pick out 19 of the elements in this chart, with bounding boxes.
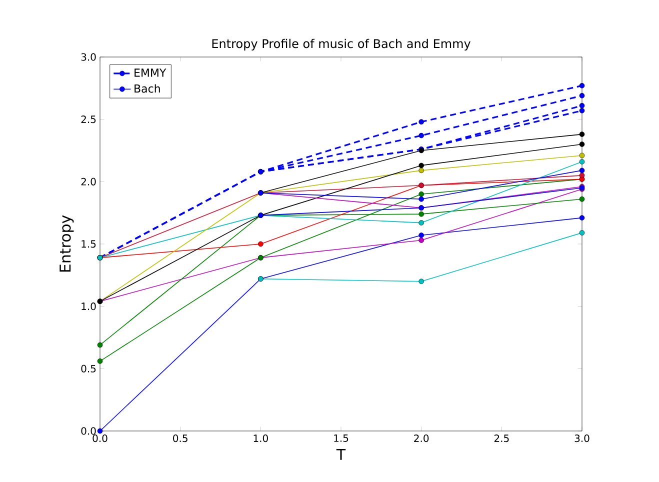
x-tick-label: 3.0 bbox=[574, 434, 590, 442]
x-tick-label: 2.5 bbox=[494, 434, 509, 442]
x-tick-label: 0.0 bbox=[92, 434, 108, 442]
legend-label: Bach bbox=[134, 84, 160, 93]
legend-label: EMMY bbox=[134, 68, 166, 77]
x-axis-title: T bbox=[336, 448, 346, 460]
x-tick-label: 1.0 bbox=[254, 434, 268, 442]
y-tick-label: 1.5 bbox=[82, 240, 96, 248]
x-tick-label: 2.0 bbox=[414, 434, 429, 442]
x-tick-label: 1.5 bbox=[334, 434, 348, 442]
y-tick-label: 2.5 bbox=[81, 116, 96, 124]
y-tick-label: 3.0 bbox=[81, 53, 96, 61]
y-axis-title: Entropy bbox=[60, 215, 74, 272]
y-tick-label: 1.0 bbox=[82, 302, 96, 310]
chart-title: Entropy Profile of music of Bach and Emmy bbox=[212, 38, 470, 50]
x-tick-label: 0.5 bbox=[173, 434, 188, 442]
y-tick-label: 2.0 bbox=[81, 178, 96, 186]
y-tick-label: 0.5 bbox=[81, 364, 96, 372]
y-tick-label: 0.0 bbox=[81, 427, 96, 435]
